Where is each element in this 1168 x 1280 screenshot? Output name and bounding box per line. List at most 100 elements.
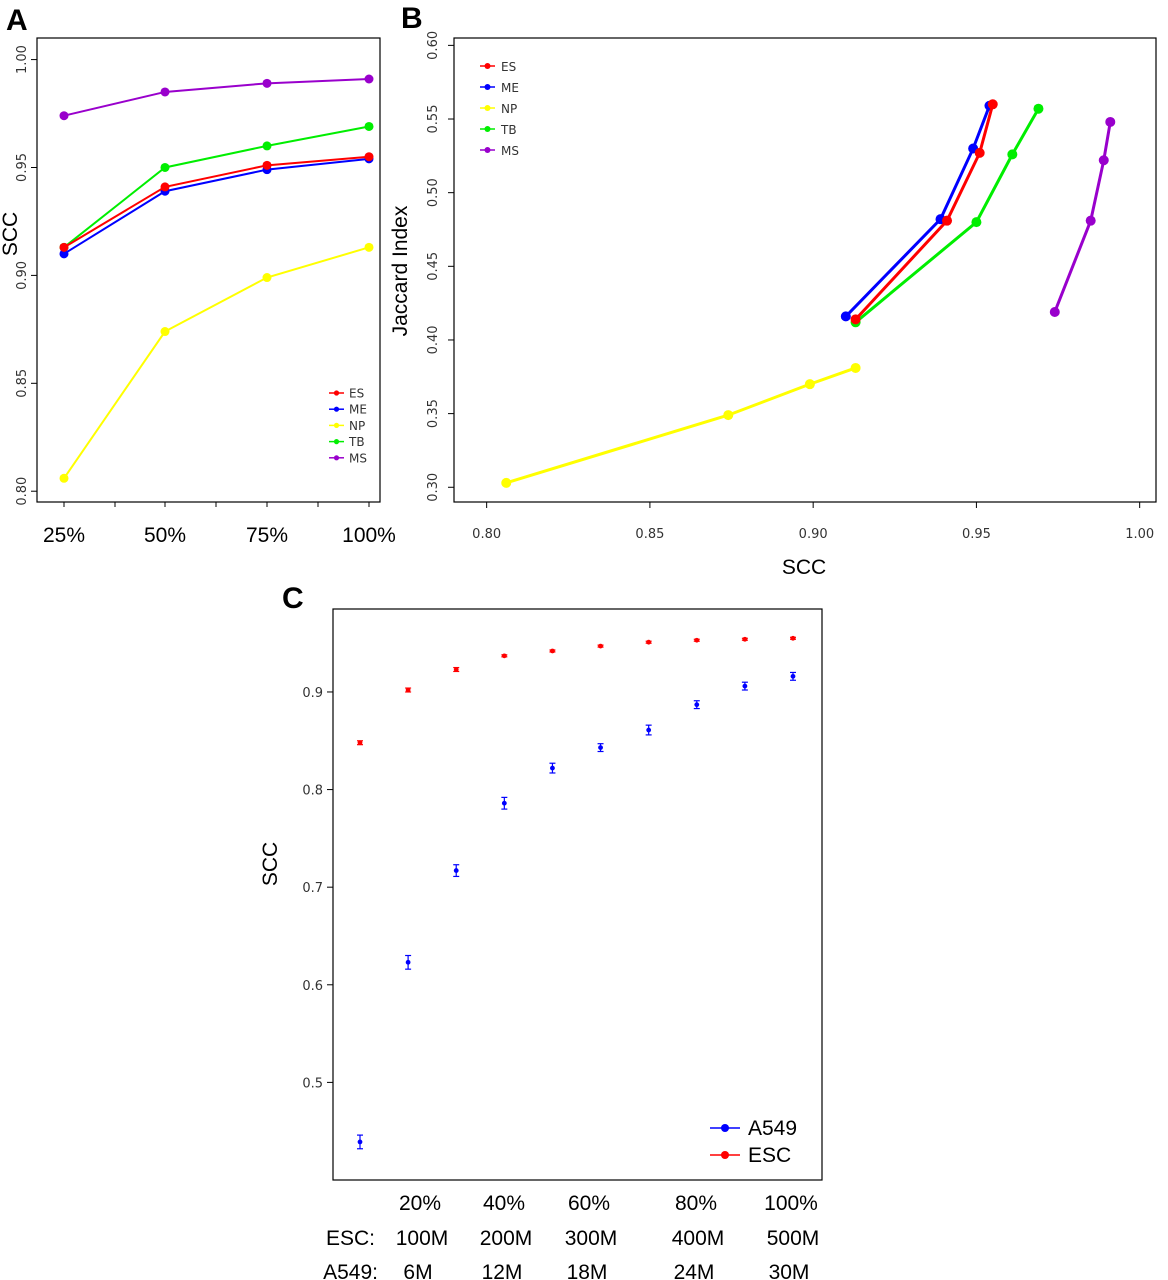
legend-label: NP: [501, 102, 517, 116]
data-point-ms: [1098, 155, 1109, 166]
data-point-np: [160, 327, 170, 337]
row-value-a549: 24M: [674, 1261, 715, 1280]
data-point-esc: [453, 667, 459, 672]
y-tick-label: 0.30: [426, 473, 441, 502]
data-point-esc: [550, 648, 555, 654]
panel-label-c: C: [282, 582, 304, 615]
series-line-tb: [63, 125, 370, 249]
data-point-es: [364, 152, 374, 162]
data-point-tb: [1007, 149, 1018, 160]
y-tick-label: 0.5: [302, 1076, 323, 1091]
legend-marker-me: [484, 84, 491, 90]
x-tick-label: 0.85: [635, 527, 664, 542]
data-point-ms: [364, 74, 374, 84]
legend-marker-ms: [333, 455, 340, 461]
data-point-esc: [501, 653, 507, 659]
data-point-np: [850, 362, 861, 373]
y-tick-label: 0.85: [15, 369, 30, 398]
row-value-esc: 500M: [767, 1227, 820, 1250]
data-point-esc: [646, 639, 652, 645]
data-point-esc: [742, 636, 748, 642]
legend-marker-tb: [484, 126, 491, 132]
legend-label: TB: [348, 435, 365, 449]
legend-marker-tb: [333, 439, 340, 445]
x-tick-percent: 80%: [675, 1192, 717, 1215]
data-point-ms: [1085, 215, 1096, 226]
legend-marker-ms: [484, 147, 491, 153]
data-point-np: [262, 273, 272, 283]
data-point-a549: [405, 959, 411, 965]
row-value-esc: 300M: [565, 1227, 618, 1250]
row-value-esc: 400M: [672, 1227, 725, 1250]
data-point-tb: [971, 217, 982, 228]
data-point-tb: [1033, 103, 1044, 114]
x-tick-label: 100%: [342, 524, 396, 547]
panel-c-frame: [332, 608, 823, 1181]
chart-a: 0.80 0.85 0.90 0.95 1.00 25% 50% 75% 100% SCC ES ME…: [0, 45, 396, 547]
data-point-tb: [364, 121, 374, 131]
data-point-a549: [646, 727, 652, 733]
y-tick-label: 0.55: [426, 105, 441, 134]
data-point-np: [364, 242, 374, 252]
y-axis-label: Jaccard Index: [389, 205, 412, 336]
data-point-es: [262, 160, 272, 170]
row-label-esc: ESC:: [326, 1227, 375, 1250]
data-point-ms: [262, 78, 272, 88]
data-point-np: [501, 477, 512, 488]
data-point-a549: [694, 702, 700, 708]
data-point-me: [59, 249, 69, 259]
y-tick-label: 0.95: [15, 153, 30, 182]
x-axis-label: SCC: [782, 556, 826, 579]
legend-label: ME: [501, 81, 519, 95]
y-axis-label: SCC: [259, 842, 282, 886]
data-point-es: [974, 147, 985, 158]
legend-label: TB: [500, 123, 517, 137]
series-line-np: [505, 366, 857, 485]
x-tick-label: 0.95: [962, 527, 991, 542]
row-value-a549: 12M: [482, 1261, 523, 1280]
y-tick-label: 0.9: [302, 686, 323, 701]
legend-label: NP: [349, 419, 365, 433]
y-tick-label: 0.8: [302, 784, 323, 799]
y-tick-label: 0.90: [15, 261, 30, 290]
legend-marker-np: [484, 105, 491, 111]
row-value-a549: 18M: [567, 1261, 608, 1280]
data-point-a549: [357, 1139, 363, 1145]
x-tick-percent: 20%: [399, 1192, 441, 1215]
panel-b-frame: [453, 37, 1157, 503]
y-tick-label: 0.6: [302, 979, 323, 994]
data-point-ms: [160, 87, 170, 97]
y-tick-label: 1.00: [15, 45, 30, 74]
data-point-ms: [1105, 116, 1116, 127]
chart-b: 0.30 0.35 0.40 0.45 0.50 0.55 0.60 0.80 0.85 0.90…: [389, 31, 1154, 579]
data-point-a549: [790, 673, 796, 679]
data-point-esc: [405, 687, 411, 693]
series-line-es: [63, 155, 370, 249]
x-tick-label: 1.00: [1125, 527, 1154, 542]
y-tick-label: 0.35: [426, 399, 441, 428]
data-point-es: [160, 182, 170, 192]
series-line-tb: [854, 107, 1040, 324]
data-point-es: [987, 99, 998, 110]
legend-label: MS: [349, 451, 367, 465]
panel-a-frame: [36, 37, 381, 503]
row-value-a549: 30M: [769, 1261, 810, 1280]
panel-label-a: A: [6, 4, 28, 37]
data-point-es: [59, 242, 69, 252]
series-line-me: [63, 157, 370, 255]
data-point-esc: [694, 637, 700, 643]
data-point-tb: [262, 141, 272, 151]
data-point-esc: [357, 740, 363, 746]
data-point-a549: [598, 745, 603, 751]
data-point-a549: [453, 868, 459, 873]
data-point-esc: [790, 635, 796, 641]
series-line-es: [854, 103, 995, 321]
data-point-es: [942, 215, 953, 226]
series-line-me: [844, 105, 991, 318]
legend-marker-es: [484, 63, 491, 69]
data-point-a549: [501, 800, 507, 806]
series-line-ms: [63, 78, 370, 117]
legend-label: MS: [501, 144, 519, 158]
y-tick-label: 0.7: [302, 881, 323, 896]
